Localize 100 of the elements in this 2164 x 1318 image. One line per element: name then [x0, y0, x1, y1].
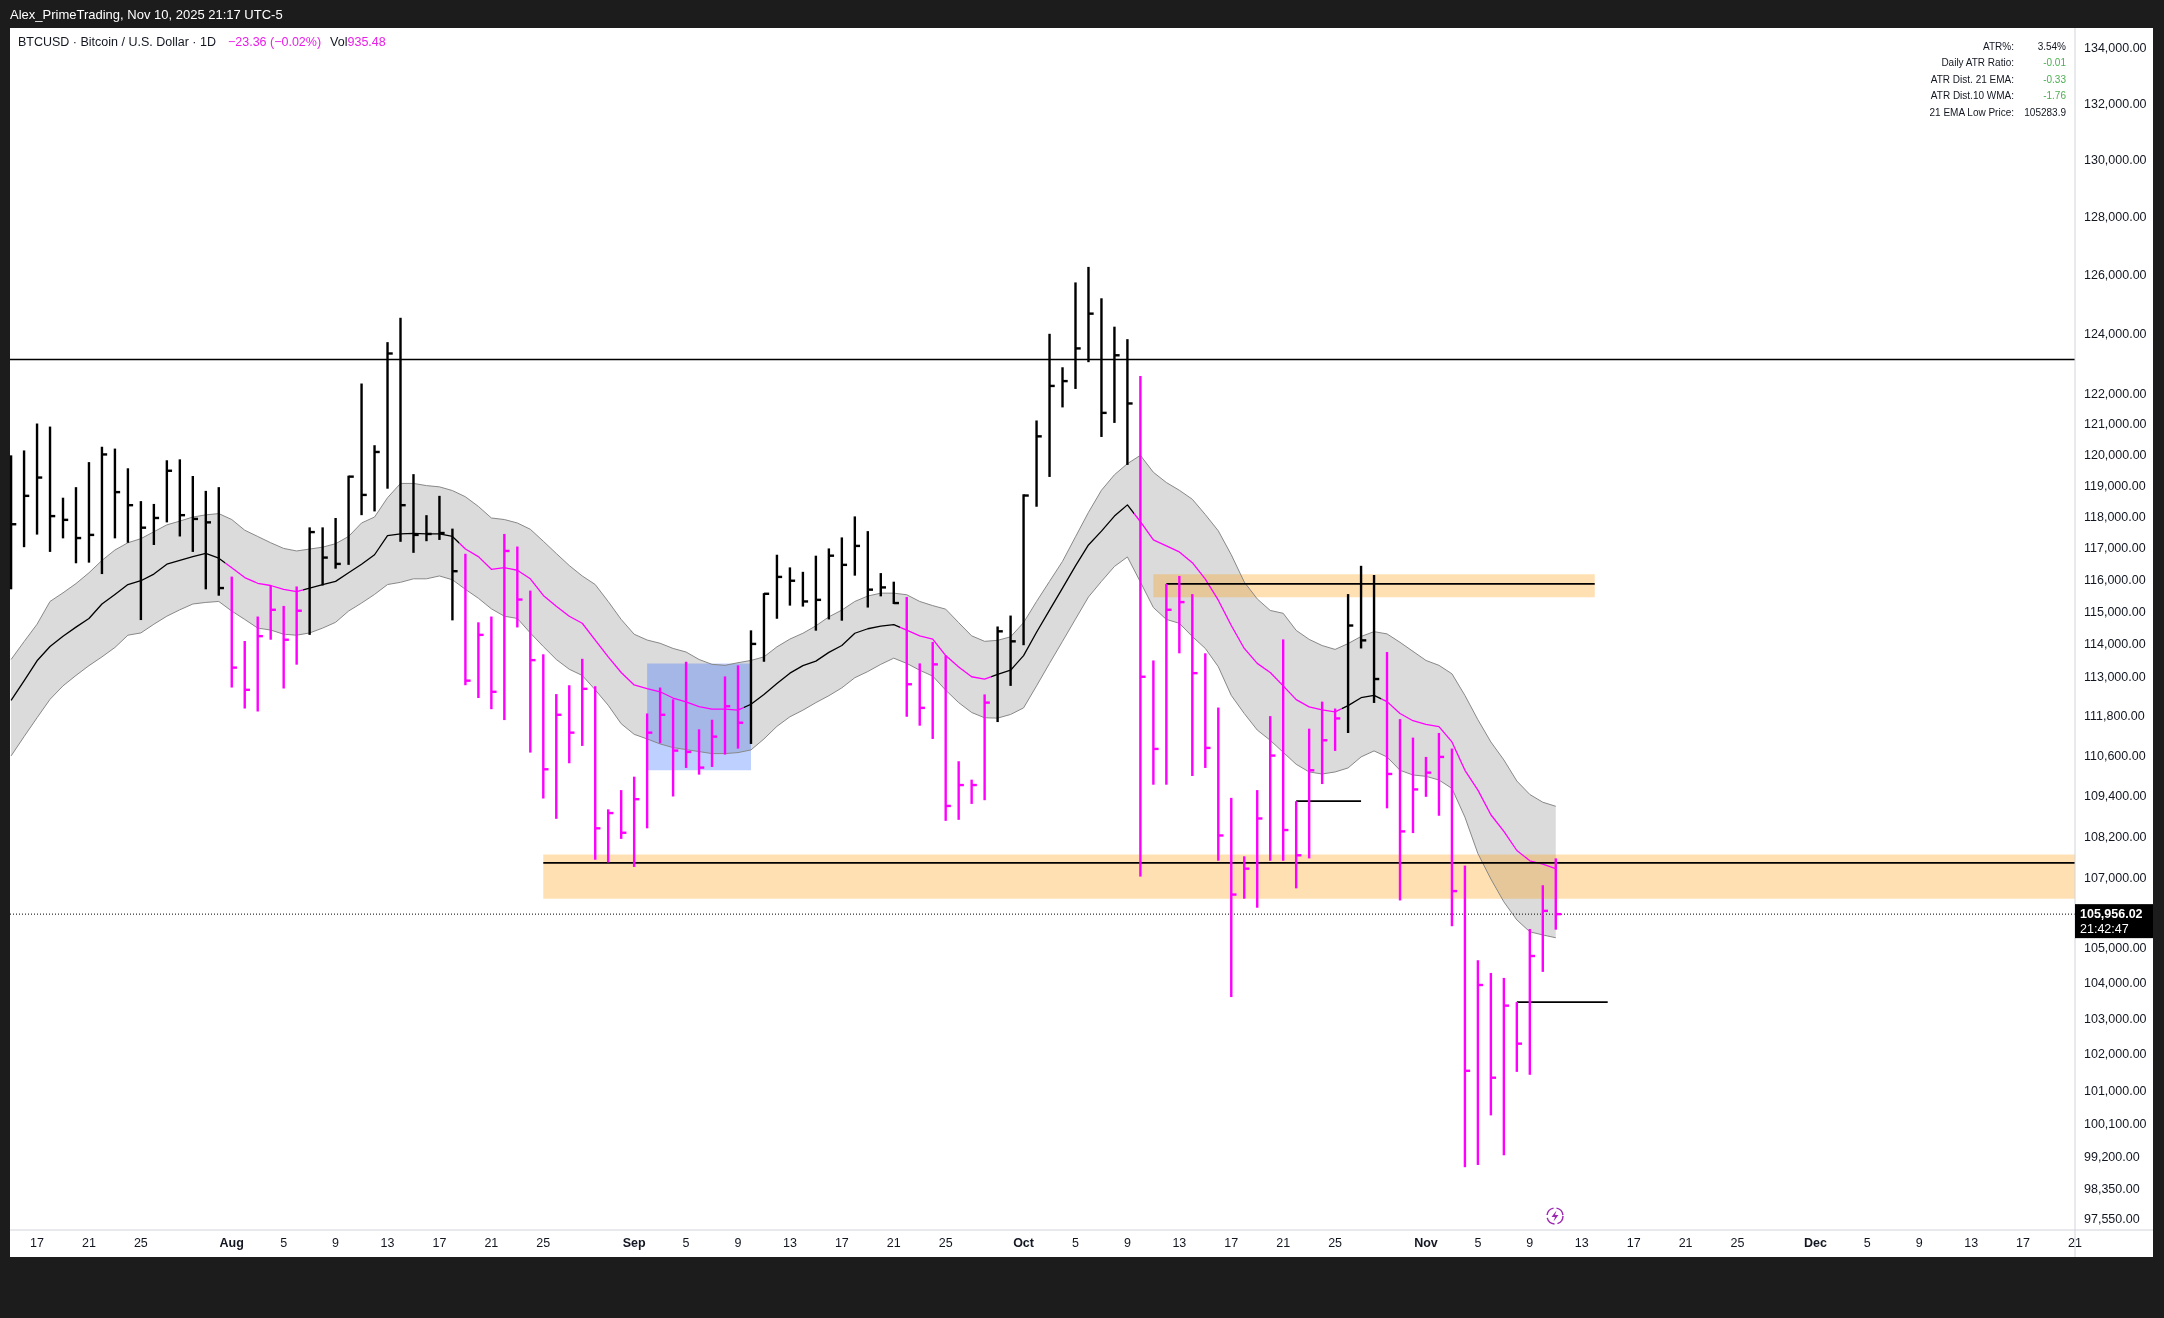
bar — [308, 527, 311, 635]
bar — [503, 533, 506, 721]
x-tick-label: 5 — [1072, 1236, 1080, 1250]
bar — [1009, 615, 1012, 686]
bar — [957, 761, 960, 820]
x-tick-label: 5 — [1474, 1236, 1482, 1250]
y-tick-label: 109,400.00 — [2084, 789, 2147, 804]
y-tick-label: 128,000.00 — [2084, 210, 2147, 224]
x-tick-label: 9 — [1123, 1236, 1131, 1250]
y-tick-label: 105,000.00 — [2084, 940, 2147, 955]
x-tick-label: 5 — [1863, 1236, 1871, 1250]
y-tick-label: 99,200.00 — [2084, 1150, 2140, 1165]
bar — [321, 527, 324, 586]
bar — [996, 626, 999, 723]
x-tick-label: Dec — [1803, 1236, 1827, 1250]
y-tick-label: 101,000.00 — [2084, 1083, 2147, 1098]
y-tick-label: 115,000.00 — [2084, 605, 2146, 620]
x-tick-label: 21 — [886, 1236, 901, 1250]
ref-line-label: 105,956.02 — [2080, 907, 2143, 922]
text: Alex_PrimeTrading, Nov 10, 2025 21:17 UTC-5 — [10, 6, 283, 22]
x-tick-label: 13 — [380, 1236, 395, 1250]
x-tick-label: 17 — [30, 1236, 45, 1250]
x-tick-label: 13 — [1172, 1236, 1187, 1250]
bar — [1152, 660, 1155, 785]
bar — [334, 517, 337, 569]
bar — [983, 694, 986, 801]
annotation: Vol935.48 — [330, 35, 386, 49]
x-tick-label: 25 — [536, 1236, 551, 1250]
x-tick-label: 25 — [938, 1236, 953, 1250]
y-tick-label: 130,000.00 — [2084, 152, 2147, 167]
bar — [373, 445, 376, 512]
y-tick-label: 116,000.00 — [2084, 573, 2146, 588]
x-tick-label: 13 — [1964, 1236, 1979, 1250]
bar — [944, 655, 947, 821]
bar — [269, 585, 272, 640]
x-tick-label: 25 — [133, 1236, 148, 1250]
x-tick-label: 17 — [834, 1236, 849, 1250]
x-tick-label: Sep — [622, 1236, 646, 1250]
x-tick-label: 25 — [1328, 1236, 1343, 1250]
y-tick-label: 119,000.00 — [2084, 478, 2146, 493]
y-tick-label: 103,000.00 — [2084, 1011, 2147, 1026]
bar — [490, 616, 493, 710]
bar — [282, 605, 285, 689]
y-tick-label: 114,000.00 — [2084, 637, 2146, 652]
text: ATR%: 3.54% — [1983, 40, 2066, 52]
text: ATR Dist. 21 EMA: -0.33 — [1930, 73, 2066, 85]
annotation: −23.36 (−0.02%) — [227, 35, 322, 49]
x-tick-label: 21 — [82, 1236, 96, 1250]
y-tick-label: 124,000.00 — [2084, 327, 2147, 342]
bar — [295, 586, 298, 665]
x-tick-label: 21 — [1678, 1236, 1693, 1250]
bar — [970, 779, 973, 804]
x-tick-label: 17 — [2016, 1236, 2031, 1250]
x-tick-label: 13 — [1574, 1236, 1589, 1250]
x-tick-label: 21 — [1276, 1236, 1291, 1250]
line-series — [10, 556, 1557, 939]
bar — [529, 590, 532, 753]
y-tick-label: 110,600.00 — [2084, 748, 2146, 763]
x-tick-label: 21 — [484, 1236, 499, 1250]
x-tick-label: 9 — [734, 1236, 742, 1250]
x-tick-label: 25 — [1730, 1236, 1745, 1250]
y-tick-label: 102,000.00 — [2084, 1047, 2147, 1062]
x-tick-label: 9 — [1915, 1236, 1923, 1250]
x-tick-label: Aug — [219, 1236, 244, 1250]
line-series — [10, 454, 1557, 807]
bar — [464, 553, 467, 686]
bar — [1165, 583, 1168, 785]
y-tick-label: 113,000.00 — [2084, 669, 2146, 684]
bar — [451, 528, 454, 621]
bar — [425, 515, 428, 542]
annotation: 21 EMA Low Price: 105283.9 — [1929, 106, 2067, 118]
y-tick-label: 118,000.00 — [2084, 510, 2146, 525]
y-tick-label: 126,000.00 — [2084, 268, 2147, 283]
y-tick-label: 100,100.00 — [2084, 1116, 2147, 1131]
x-tick-label: 21 — [2068, 1236, 2082, 1250]
line-series — [10, 504, 1557, 870]
x-tick-label: 17 — [1224, 1236, 1239, 1250]
y-tick-label: 98,350.00 — [2084, 1181, 2140, 1196]
bar — [412, 474, 415, 553]
bar — [360, 383, 363, 516]
y-tick-label: 132,000.00 — [2084, 96, 2147, 111]
y-tick-label: 134,000.00 — [2084, 41, 2147, 56]
x-tick-label: 5 — [280, 1236, 288, 1250]
y-tick-label: 108,200.00 — [2084, 829, 2147, 844]
y-tick-label: 104,000.00 — [2084, 975, 2147, 990]
bar — [438, 495, 441, 540]
y-tick-label: 97,550.00 — [2084, 1212, 2140, 1227]
y-tick-label: 117,000.00 — [2084, 541, 2146, 556]
bar — [1191, 594, 1194, 776]
bar — [1061, 367, 1064, 408]
text: ATR Dist.10 WMA: -1.76 — [1930, 90, 2066, 102]
bar — [1178, 575, 1181, 654]
text: 21:42:47 — [2080, 922, 2129, 937]
y-tick-label: 121,000.00 — [2084, 417, 2147, 432]
text: BTCUSD · Bitcoin / U.S. Dollar · 1D — [18, 35, 216, 49]
x-tick-label: Nov — [1414, 1236, 1438, 1250]
x-tick-label: 5 — [682, 1236, 690, 1250]
y-tick-label: 107,000.00 — [2084, 870, 2147, 885]
bar — [1139, 375, 1142, 877]
x-tick-label: Oct — [1013, 1236, 1035, 1250]
